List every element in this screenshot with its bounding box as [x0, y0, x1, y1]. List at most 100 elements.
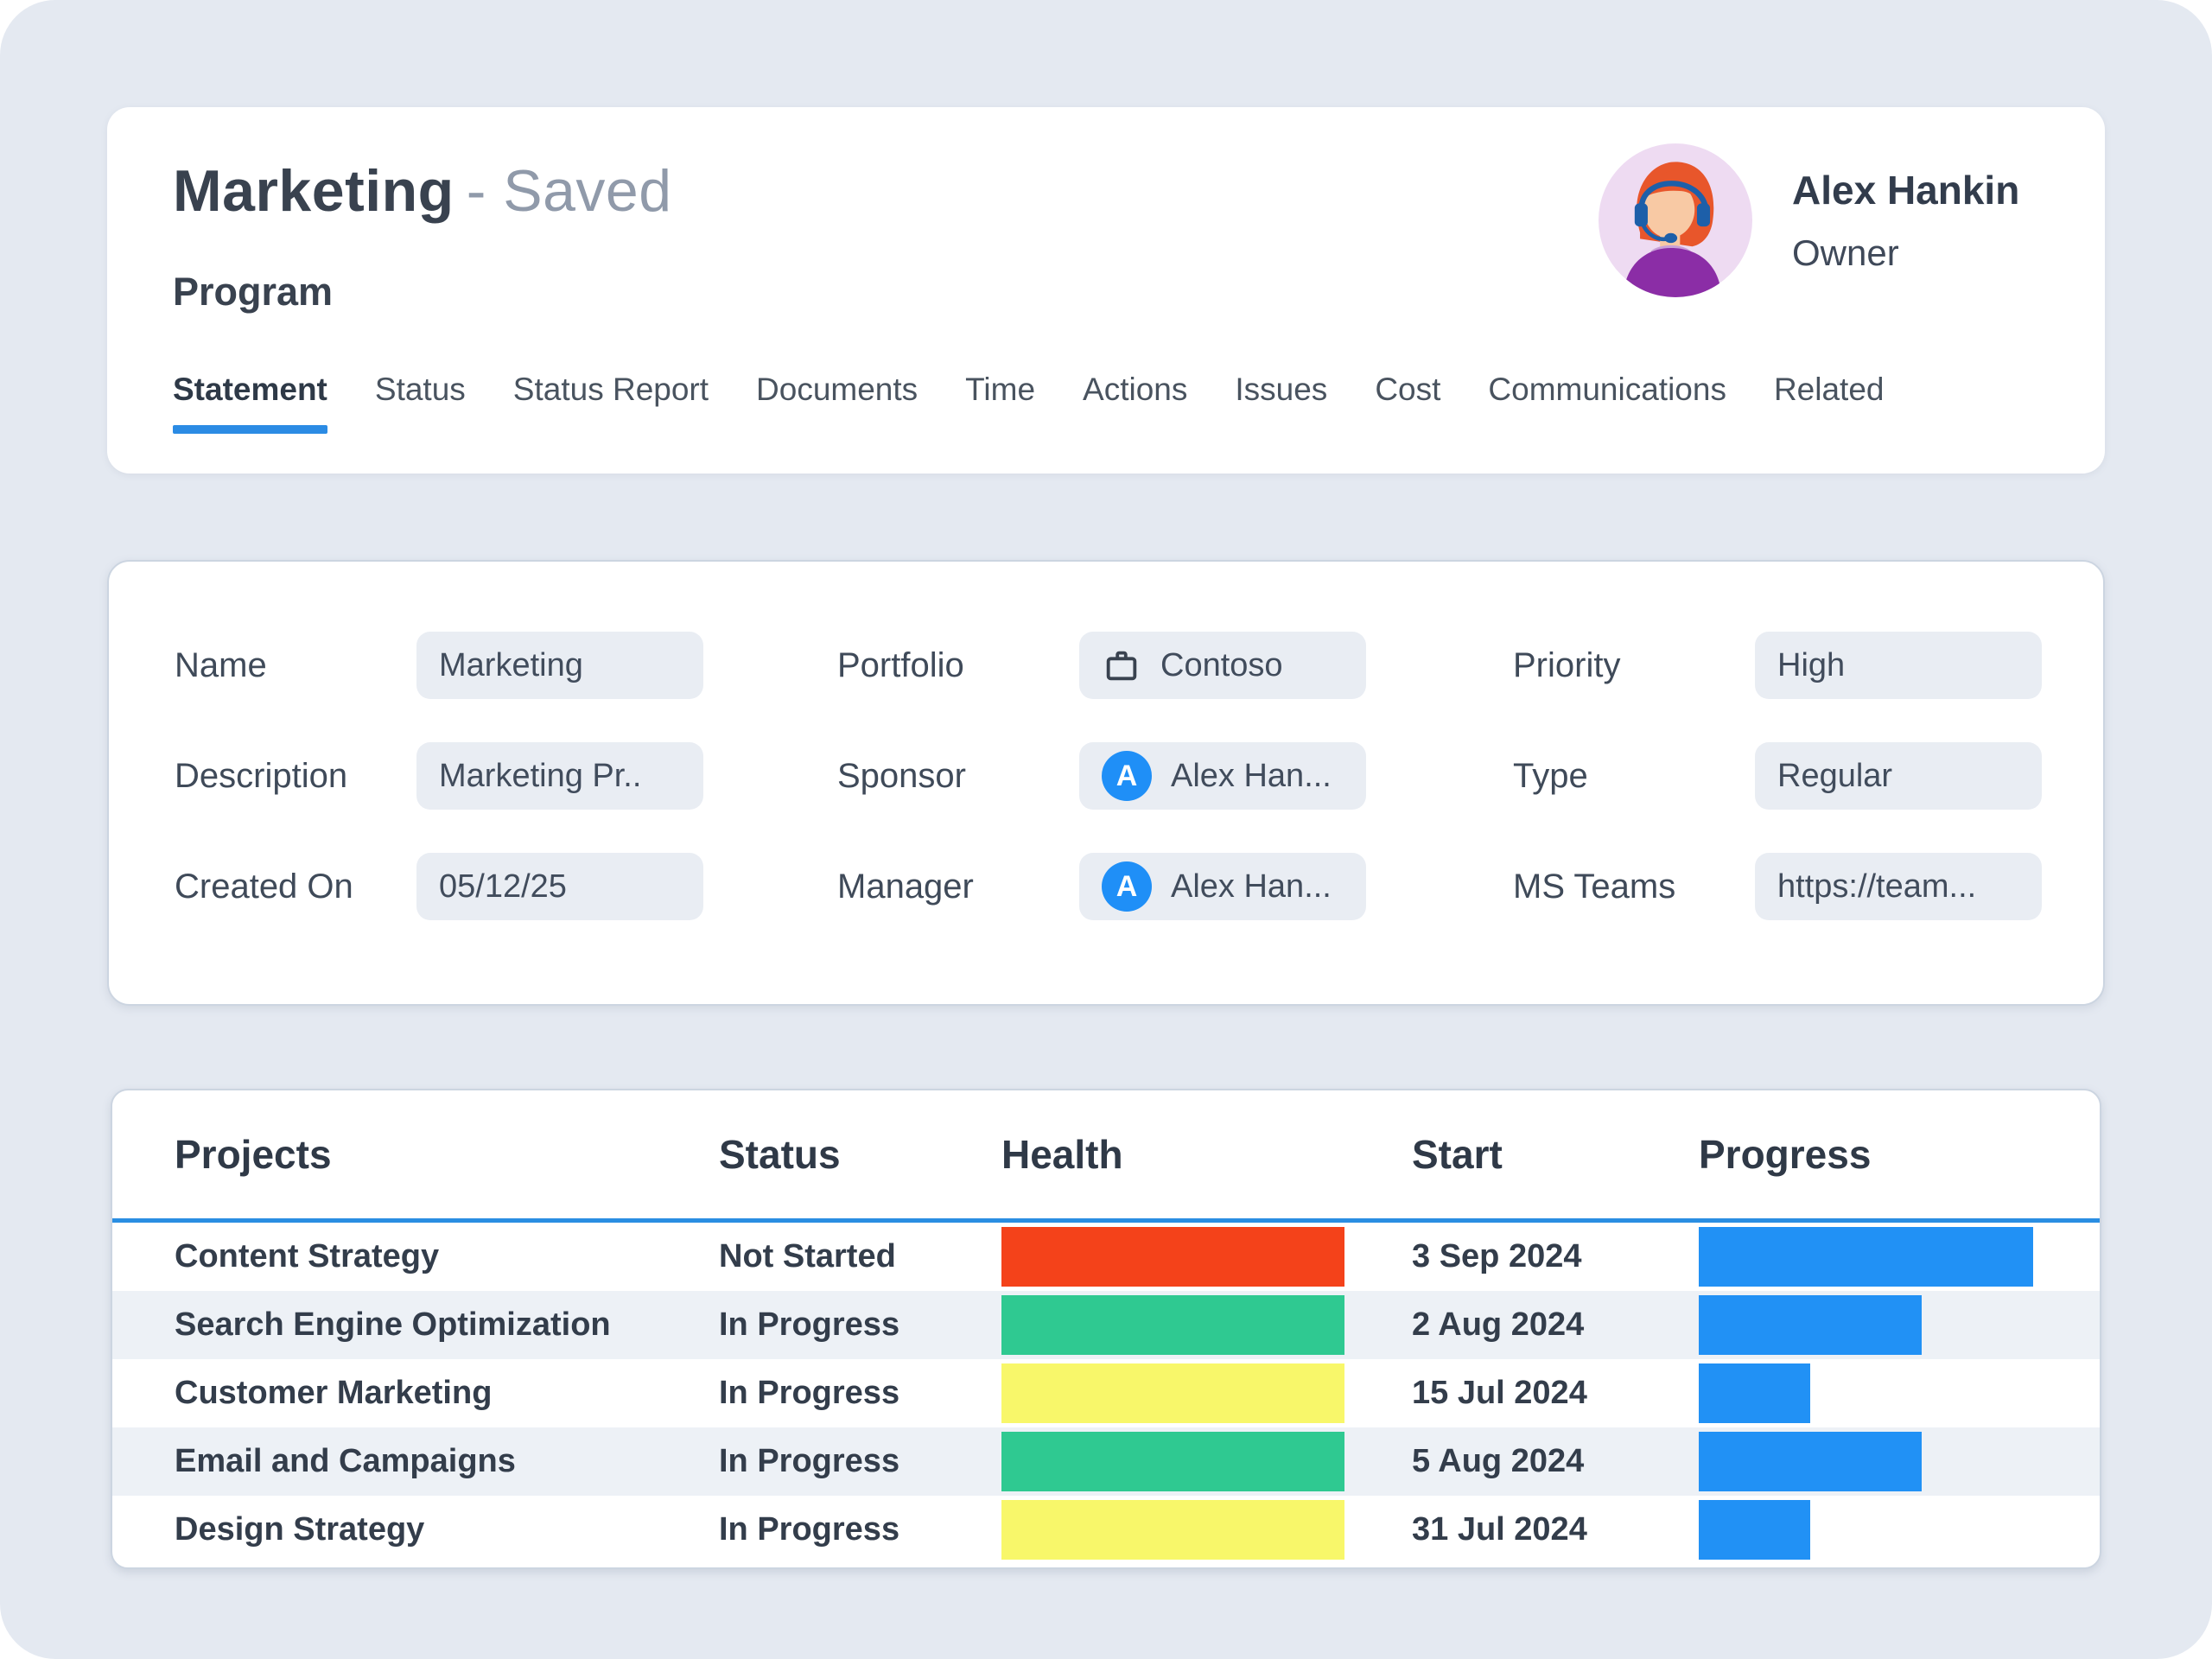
table-row-customer-marketing[interactable]: Customer Marketing In Progress 15 Jul 20… [112, 1359, 2100, 1427]
progress-bar [1699, 1227, 2033, 1287]
health-bar [1001, 1500, 1344, 1560]
program-name: Marketing [173, 158, 454, 224]
field-priority-label: Priority [1513, 645, 1621, 684]
table-row-email-and-campaigns[interactable]: Email and Campaigns In Progress 5 Aug 20… [112, 1427, 2100, 1496]
program-header-card: Marketing - Saved Program Statement Statu… [107, 107, 2105, 474]
field-created-on-label: Created On [175, 867, 353, 906]
sponsor-avatar-icon: A [1102, 751, 1152, 801]
tab-communications[interactable]: Communications [1488, 372, 1726, 407]
tab-issues[interactable]: Issues [1235, 372, 1328, 407]
health-bar [1001, 1295, 1344, 1355]
field-portfolio: Portfolio Contoso [837, 610, 1366, 721]
field-portfolio-text: Contoso [1160, 646, 1283, 683]
field-type-value[interactable]: Regular [1755, 742, 2042, 810]
owner-name: Alex Hankin [1792, 168, 2020, 213]
field-priority-value[interactable]: High [1755, 632, 2042, 699]
field-name-value[interactable]: Marketing [416, 632, 703, 699]
project-name: Email and Campaigns [175, 1443, 516, 1479]
owner-text: Alex Hankin Owner [1792, 167, 2019, 274]
project-start-date: 5 Aug 2024 [1412, 1443, 1585, 1479]
field-name: Name Marketing [175, 610, 703, 721]
project-name: Customer Marketing [175, 1375, 493, 1411]
tab-statement[interactable]: Statement [173, 372, 327, 434]
table-row-content-strategy[interactable]: Content Strategy Not Started 3 Sep 2024 [112, 1223, 2100, 1291]
field-portfolio-value[interactable]: Contoso [1079, 632, 1366, 699]
owner-block: Alex Hankin Owner [1599, 143, 2019, 297]
table-header-divider [112, 1218, 2100, 1223]
field-ms-teams-value[interactable]: https://team... [1755, 853, 2042, 920]
field-type-text: Regular [1777, 757, 1893, 794]
project-start-date: 3 Sep 2024 [1412, 1238, 1582, 1274]
table-body: Content Strategy Not Started 3 Sep 2024 … [112, 1223, 2100, 1564]
project-status: Not Started [719, 1238, 896, 1274]
column-header-projects: Projects [175, 1132, 332, 1177]
column-header-progress: Progress [1699, 1132, 1872, 1177]
field-priority-text: High [1777, 646, 1846, 683]
health-bar [1001, 1227, 1344, 1287]
field-ms-teams-label: MS Teams [1513, 867, 1676, 906]
progress-bar [1699, 1295, 1922, 1355]
manager-avatar-letter: A [1102, 861, 1152, 912]
tab-actions[interactable]: Actions [1083, 372, 1188, 407]
tab-status[interactable]: Status [374, 372, 466, 407]
field-description-value[interactable]: Marketing Pr.. [416, 742, 703, 810]
project-status: In Progress [719, 1443, 900, 1479]
project-start-date: 2 Aug 2024 [1412, 1306, 1585, 1343]
project-name: Design Strategy [175, 1511, 425, 1548]
field-created-on-text: 05/12/25 [439, 868, 567, 905]
field-sponsor-value[interactable]: A Alex Han... [1079, 742, 1366, 810]
field-description: Description Marketing Pr.. [175, 721, 703, 831]
project-name: Search Engine Optimization [175, 1306, 611, 1343]
progress-track [1699, 1363, 2070, 1423]
tab-related[interactable]: Related [1773, 372, 1885, 407]
owner-role: Owner [1792, 232, 1899, 273]
health-bar [1001, 1363, 1344, 1423]
program-details-card: Name Marketing Description Marketing Pr.… [107, 560, 2105, 1006]
tab-bar: Statement Status Status Report Documents… [173, 372, 2105, 434]
tab-time[interactable]: Time [965, 372, 1036, 407]
manager-avatar-icon: A [1102, 861, 1152, 912]
tab-documents[interactable]: Documents [756, 372, 918, 407]
table-row-search-engine-optimization[interactable]: Search Engine Optimization In Progress 2… [112, 1291, 2100, 1359]
save-status: - Saved [466, 158, 672, 224]
field-ms-teams-link: https://team... [1777, 868, 1977, 905]
project-start-date: 15 Jul 2024 [1412, 1375, 1587, 1411]
project-name: Content Strategy [175, 1238, 440, 1274]
column-header-start: Start [1412, 1132, 1503, 1177]
field-portfolio-label: Portfolio [837, 645, 964, 684]
form-column-1: Name Marketing Description Marketing Pr.… [175, 610, 703, 942]
field-name-label: Name [175, 645, 267, 684]
field-description-text: Marketing Pr.. [439, 757, 642, 794]
progress-track [1699, 1295, 2070, 1355]
field-manager: Manager A Alex Han... [837, 831, 1366, 942]
project-status: In Progress [719, 1511, 900, 1548]
progress-bar [1699, 1500, 1810, 1560]
page-subtitle: Program [173, 270, 334, 314]
tab-status-report[interactable]: Status Report [512, 372, 709, 407]
progress-track [1699, 1227, 2070, 1287]
field-created-on: Created On 05/12/25 [175, 831, 703, 942]
field-ms-teams: MS Teams https://team... [1513, 831, 2042, 942]
form-column-3: Priority High Type Regular MS Teams http… [1513, 610, 2042, 942]
field-type: Type Regular [1513, 721, 2042, 831]
tab-cost[interactable]: Cost [1375, 372, 1441, 407]
progress-track [1699, 1500, 2070, 1560]
column-header-health: Health [1001, 1132, 1123, 1177]
progress-bar [1699, 1363, 1810, 1423]
form-column-2: Portfolio Contoso Sponsor A [837, 610, 1366, 942]
table-header-row: Projects Status Health Start Progress [112, 1090, 2100, 1218]
health-bar [1001, 1432, 1344, 1491]
page-title: Marketing - Saved [173, 157, 2105, 225]
field-manager-value[interactable]: A Alex Han... [1079, 853, 1366, 920]
project-status: In Progress [719, 1306, 900, 1343]
field-created-on-value[interactable]: 05/12/25 [416, 853, 703, 920]
projects-table-card: Projects Status Health Start Progress Co… [111, 1089, 2101, 1569]
field-sponsor-label: Sponsor [837, 756, 966, 795]
owner-avatar-image [1599, 143, 1752, 297]
table-row-design-strategy[interactable]: Design Strategy In Progress 31 Jul 2024 [112, 1496, 2100, 1564]
field-manager-text: Alex Han... [1171, 868, 1332, 905]
field-description-label: Description [175, 756, 348, 795]
sponsor-avatar-letter: A [1102, 751, 1152, 801]
field-type-label: Type [1513, 756, 1588, 795]
